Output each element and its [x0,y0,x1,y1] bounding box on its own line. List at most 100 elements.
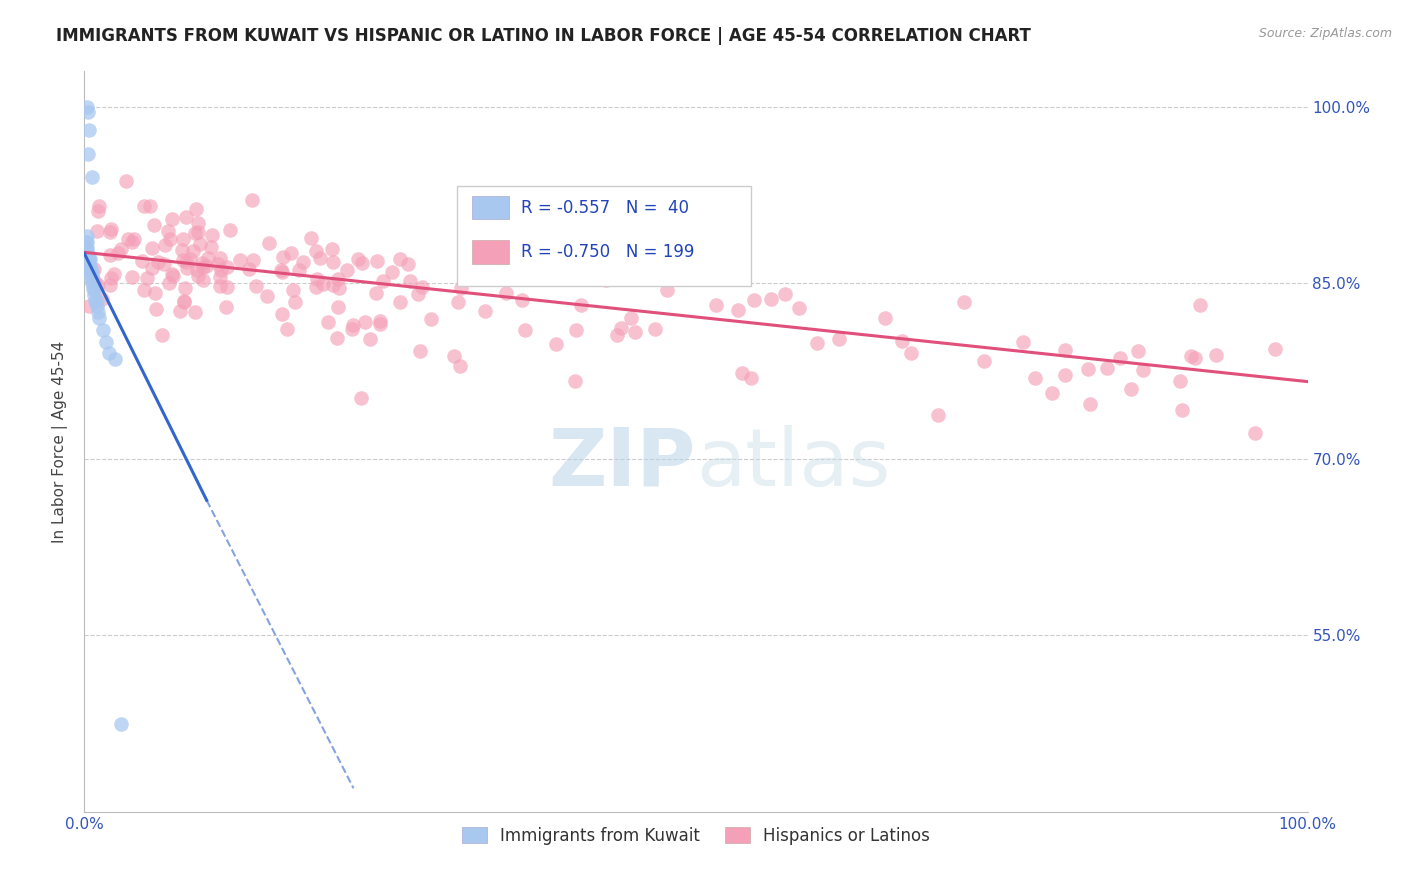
Point [1024,371,1046,385]
Point [419,311,441,326]
Point [312,277,335,291]
Point [141,241,163,255]
Point [86,299,108,313]
Point [326,272,349,286]
Point [336,263,359,277]
Point [257,235,280,250]
Point [75,256,97,270]
Point [135,271,157,285]
Point [368,314,391,328]
Point [82,276,104,290]
Point [209,252,232,266]
Point [77,252,100,267]
Point [197,251,219,265]
Point [238,261,260,276]
Point [83,287,105,301]
Point [1170,403,1192,417]
Point [546,264,568,278]
Point [565,323,588,337]
Point [1184,351,1206,366]
Point [169,304,191,318]
Point [366,285,388,300]
Point [75,240,97,254]
Point [215,279,238,293]
Point [107,245,129,260]
Point [270,265,292,279]
Point [1128,343,1150,358]
Point [287,263,309,277]
Point [326,331,349,345]
Point [1077,362,1099,376]
Point [359,332,381,346]
Point [208,278,231,293]
Point [86,277,108,292]
Point [201,227,224,242]
Point [688,267,710,281]
Point [495,285,517,300]
Point [193,273,215,287]
Point [142,218,165,232]
Point [706,297,728,311]
Point [443,349,465,363]
Point [174,255,197,269]
Text: R = -0.557   N =  40: R = -0.557 N = 40 [522,199,689,217]
Point [328,281,350,295]
Text: R = -0.750   N = 199: R = -0.750 N = 199 [522,243,695,261]
Point [115,174,138,188]
Point [146,255,169,269]
Point [122,232,145,246]
Point [291,254,314,268]
Point [409,343,432,358]
Point [176,260,198,275]
Point [143,285,166,300]
Point [305,280,328,294]
Point [1095,361,1118,376]
Point [515,323,537,337]
Point [79,258,101,272]
Point [789,301,811,315]
Point [83,261,105,276]
Point [368,318,391,332]
Point [270,307,292,321]
Point [731,366,754,380]
Point [316,315,339,329]
Point [172,231,194,245]
Point [1109,351,1132,365]
Point [1040,386,1063,401]
Point [271,250,294,264]
FancyBboxPatch shape [457,186,751,286]
Point [195,259,218,273]
Point [321,243,343,257]
Legend: Immigrants from Kuwait, Hispanics or Latinos: Immigrants from Kuwait, Hispanics or Lat… [456,820,936,852]
Point [150,328,173,343]
Point [76,252,98,267]
Point [371,274,394,288]
Point [87,198,110,212]
Point [155,237,177,252]
Y-axis label: In Labor Force | Age 45-54: In Labor Force | Age 45-54 [52,341,69,542]
Point [952,294,974,309]
Point [657,283,679,297]
Point [1053,343,1076,357]
Point [79,270,101,285]
Point [173,294,195,309]
Point [179,252,201,266]
Point [973,353,995,368]
Point [87,305,110,319]
Point [100,270,122,285]
Point [891,334,914,348]
Point [86,225,108,239]
Point [162,212,184,227]
Point [276,321,298,335]
Point [396,257,419,271]
Point [183,244,205,258]
Text: IMMIGRANTS FROM KUWAIT VS HISPANIC OR LATINO IN LABOR FORCE | AGE 45-54 CORRELAT: IMMIGRANTS FROM KUWAIT VS HISPANIC OR LA… [56,27,1031,45]
Point [217,260,239,274]
Point [77,258,100,272]
Point [280,246,302,260]
Point [121,235,143,249]
FancyBboxPatch shape [472,195,509,219]
Point [322,255,344,269]
Point [340,322,363,336]
Point [75,246,97,260]
